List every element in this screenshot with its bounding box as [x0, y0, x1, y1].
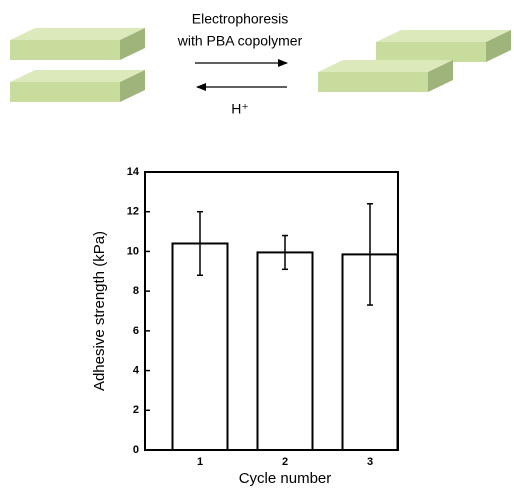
slab-front	[10, 40, 120, 60]
slab	[376, 30, 511, 62]
page: Electrophoresis with PBA copolymer H⁺ Cy…	[0, 0, 514, 489]
x-tick-label: 3	[367, 456, 373, 468]
figure: Electrophoresis with PBA copolymer H⁺ Cy…	[0, 0, 514, 489]
slab-front	[376, 42, 486, 62]
slab-front	[10, 82, 120, 102]
y-tick-label: 4	[133, 364, 140, 376]
reverse-label: H⁺	[231, 101, 249, 117]
y-tick-label: 12	[127, 206, 139, 218]
y-tick-label: 2	[133, 404, 139, 416]
slab	[318, 60, 453, 92]
slab	[10, 70, 145, 102]
x-tick-label: 2	[282, 456, 288, 468]
bar	[258, 252, 313, 450]
y-tick-label: 8	[133, 285, 139, 297]
slab	[10, 28, 145, 60]
forward-label: with PBA copolymer	[177, 33, 303, 49]
y-tick-label: 10	[127, 245, 139, 257]
forward-label: Electrophoresis	[192, 11, 289, 27]
y-tick-label: 14	[127, 166, 140, 178]
y-axis-title: Adhesive strength (kPa)	[91, 231, 108, 391]
y-tick-label: 6	[133, 325, 139, 337]
x-tick-label: 1	[197, 456, 203, 468]
slab-front	[318, 72, 428, 92]
y-tick-label: 0	[133, 444, 139, 456]
x-axis-title: Cycle number	[239, 470, 332, 487]
